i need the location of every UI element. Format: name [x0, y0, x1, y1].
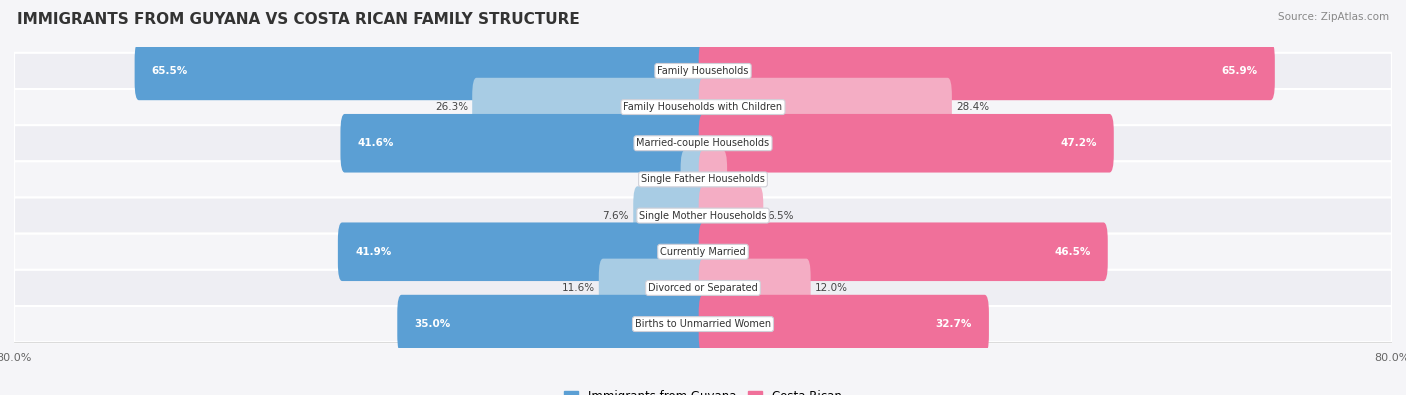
- FancyBboxPatch shape: [699, 295, 988, 354]
- FancyBboxPatch shape: [472, 78, 707, 136]
- Text: 47.2%: 47.2%: [1060, 138, 1097, 148]
- Text: Single Father Households: Single Father Households: [641, 175, 765, 184]
- FancyBboxPatch shape: [699, 78, 952, 136]
- FancyBboxPatch shape: [340, 114, 707, 173]
- Text: 65.5%: 65.5%: [152, 66, 188, 76]
- FancyBboxPatch shape: [14, 234, 1392, 270]
- Text: Currently Married: Currently Married: [661, 247, 745, 257]
- Text: Family Households: Family Households: [658, 66, 748, 76]
- Text: Births to Unmarried Women: Births to Unmarried Women: [636, 319, 770, 329]
- FancyBboxPatch shape: [14, 198, 1392, 234]
- FancyBboxPatch shape: [14, 53, 1392, 89]
- Text: 11.6%: 11.6%: [561, 283, 595, 293]
- FancyBboxPatch shape: [14, 161, 1392, 198]
- FancyBboxPatch shape: [135, 41, 707, 100]
- Text: 46.5%: 46.5%: [1054, 247, 1091, 257]
- FancyBboxPatch shape: [337, 222, 707, 281]
- Legend: Immigrants from Guyana, Costa Rican: Immigrants from Guyana, Costa Rican: [560, 385, 846, 395]
- FancyBboxPatch shape: [699, 41, 1275, 100]
- FancyBboxPatch shape: [14, 306, 1392, 342]
- FancyBboxPatch shape: [699, 114, 1114, 173]
- Text: 2.3%: 2.3%: [731, 175, 758, 184]
- Text: 26.3%: 26.3%: [434, 102, 468, 112]
- Text: 32.7%: 32.7%: [935, 319, 972, 329]
- Text: Divorced or Separated: Divorced or Separated: [648, 283, 758, 293]
- FancyBboxPatch shape: [14, 270, 1392, 306]
- Text: 41.9%: 41.9%: [356, 247, 391, 257]
- Text: Family Households with Children: Family Households with Children: [623, 102, 783, 112]
- Text: 2.1%: 2.1%: [650, 175, 676, 184]
- Text: IMMIGRANTS FROM GUYANA VS COSTA RICAN FAMILY STRUCTURE: IMMIGRANTS FROM GUYANA VS COSTA RICAN FA…: [17, 12, 579, 27]
- Text: 41.6%: 41.6%: [357, 138, 394, 148]
- Text: 28.4%: 28.4%: [956, 102, 990, 112]
- FancyBboxPatch shape: [599, 259, 707, 317]
- FancyBboxPatch shape: [398, 295, 707, 354]
- Text: 12.0%: 12.0%: [815, 283, 848, 293]
- FancyBboxPatch shape: [681, 150, 707, 209]
- Text: Married-couple Households: Married-couple Households: [637, 138, 769, 148]
- Text: Source: ZipAtlas.com: Source: ZipAtlas.com: [1278, 12, 1389, 22]
- Text: Single Mother Households: Single Mother Households: [640, 211, 766, 220]
- Text: 35.0%: 35.0%: [415, 319, 451, 329]
- Text: 7.6%: 7.6%: [602, 211, 628, 220]
- Text: 6.5%: 6.5%: [768, 211, 794, 220]
- FancyBboxPatch shape: [14, 125, 1392, 161]
- FancyBboxPatch shape: [699, 222, 1108, 281]
- FancyBboxPatch shape: [14, 89, 1392, 125]
- FancyBboxPatch shape: [699, 150, 727, 209]
- FancyBboxPatch shape: [633, 186, 707, 245]
- FancyBboxPatch shape: [699, 186, 763, 245]
- FancyBboxPatch shape: [699, 259, 811, 317]
- Text: 65.9%: 65.9%: [1222, 66, 1257, 76]
